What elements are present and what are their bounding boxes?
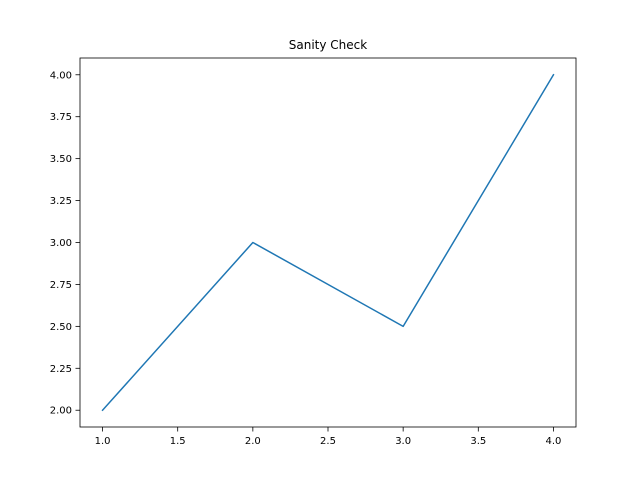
y-tick-label: 3.25	[50, 196, 72, 207]
axes: 1.0 1.5 2.0 2.5 3.0 3.5 4.0 2.00 2.25 2.50 2.75 3.0…	[50, 57, 577, 447]
x-tick-label: 2.5	[320, 436, 336, 447]
y-tick-label: 2.25	[50, 364, 72, 375]
y-tick-label: 2.50	[50, 322, 72, 333]
x-tick-label: 1.0	[95, 436, 111, 447]
x-tick-label: 3.5	[470, 436, 486, 447]
y-tick-label: 4.00	[50, 70, 72, 81]
y-tick-label: 3.00	[50, 238, 72, 249]
y-tick-label: 3.75	[50, 112, 72, 123]
y-tick-label: 2.75	[50, 280, 72, 291]
axes-frame	[79, 57, 577, 428]
y-tick-label: 2.00	[50, 406, 72, 417]
plot-area	[101, 73, 555, 412]
x-tick-label: 3.0	[395, 436, 411, 447]
series-line-0	[101, 73, 555, 412]
x-tick-label: 2.0	[245, 436, 261, 447]
chart-title: Sanity Check	[289, 38, 367, 52]
x-tick-label: 4.0	[546, 436, 562, 447]
y-tick-label: 3.50	[50, 154, 72, 165]
x-tick-label: 1.5	[170, 436, 186, 447]
